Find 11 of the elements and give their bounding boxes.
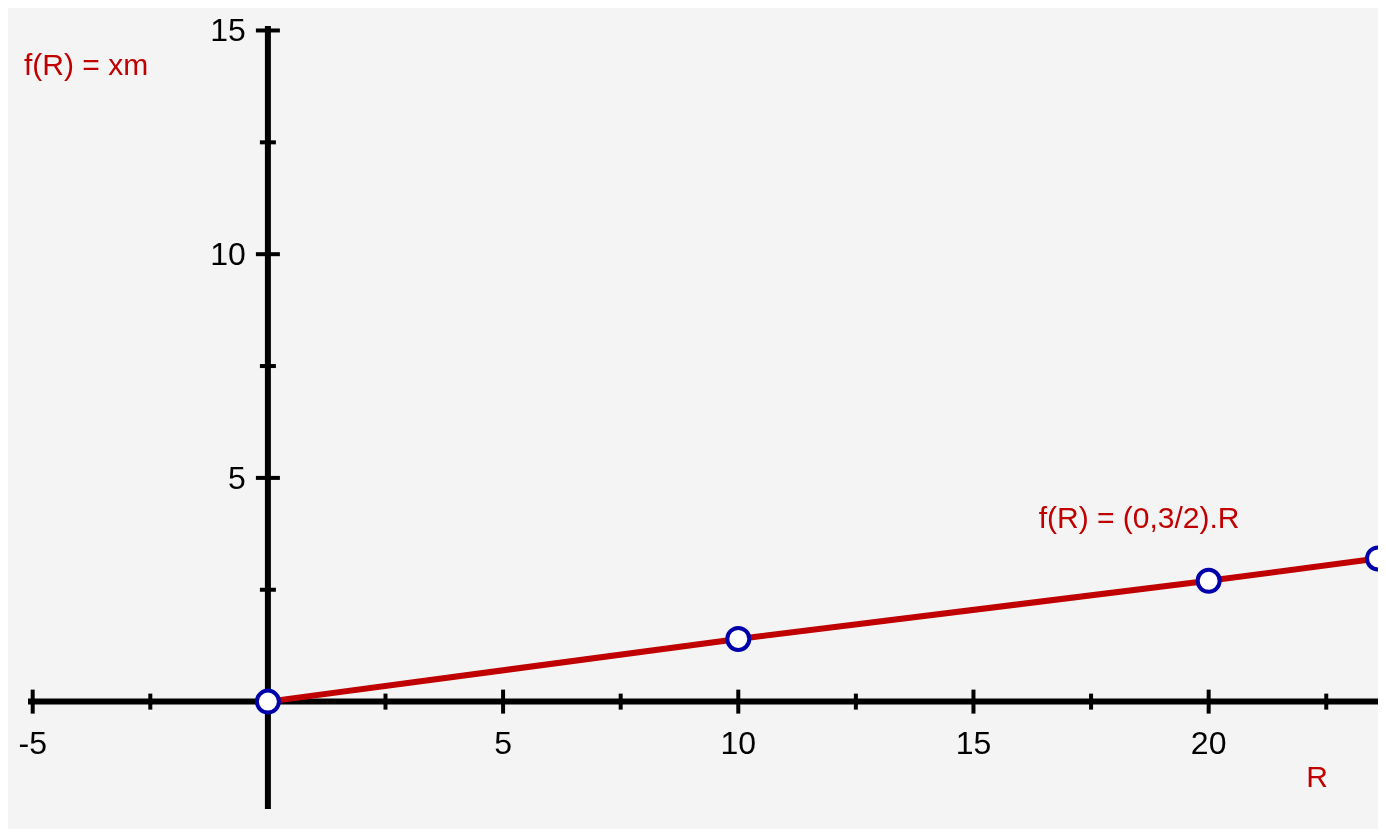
x-tick-label: -5 (18, 724, 47, 761)
x-tick-label: 20 (1190, 724, 1227, 761)
y-axis-title: f(R) = xm (24, 48, 149, 82)
y-tick-label: 10 (210, 236, 246, 273)
y-tick-label: 15 (210, 12, 246, 49)
x-tick-label: 15 (955, 724, 992, 761)
series-label: f(R) = (0,3/2).R (1038, 500, 1240, 535)
y-tick-label: 5 (228, 459, 246, 496)
x-axis-title: R (1306, 759, 1328, 794)
x-tick-label: 10 (720, 724, 757, 761)
x-tick-label: 5 (494, 724, 512, 761)
